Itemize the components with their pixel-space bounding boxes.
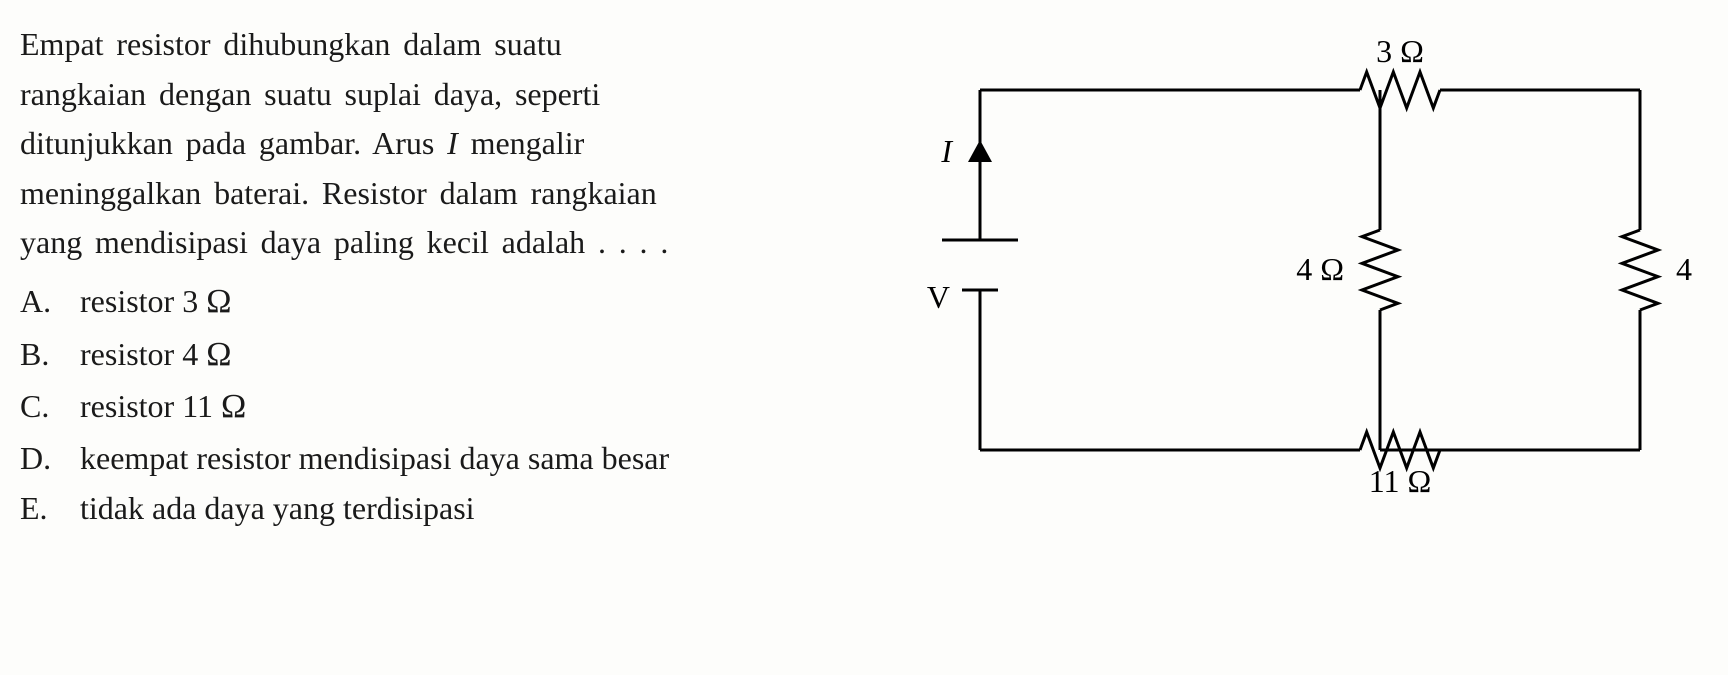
option-E-letter: E. [20,484,80,534]
option-E: E. tidak ada daya yang terdisipasi [20,484,890,534]
option-C: C. resistor 11 Ω [20,381,890,434]
option-C-text: resistor 11 Ω [80,381,246,434]
option-D: D. keempat resistor mendisipasi daya sam… [20,434,890,484]
option-D-letter: D. [20,434,80,484]
option-A-text: resistor 3 Ω [80,276,231,329]
options-list: A. resistor 3 Ω B. resistor 4 Ω C. resis… [20,276,890,533]
svg-text:4 Ω: 4 Ω [1676,251,1700,287]
circuit-diagram: 3 Ω 4 Ω 4 Ω 11 Ω 8 V I [920,20,1708,533]
svg-text:4 Ω: 4 Ω [1296,251,1344,287]
question-column: Empat resistor dihubungkan dalam suatu r… [20,20,920,533]
option-A: A. resistor 3 Ω [20,276,890,329]
q-line2: rangkaian dengan suatu suplai daya, sepe… [20,76,600,112]
circuit-svg: 3 Ω 4 Ω 4 Ω 11 Ω 8 V I [920,20,1700,520]
svg-text:I: I [940,133,953,169]
q-line1: Empat resistor dihubungkan dalam suatu [20,26,562,62]
option-B-text: resistor 4 Ω [80,329,231,382]
q-line3b: mengalir [458,125,585,161]
option-B: B. resistor 4 Ω [20,329,890,382]
question-text: Empat resistor dihubungkan dalam suatu r… [20,20,890,268]
option-A-letter: A. [20,277,80,327]
option-D-text: keempat resistor mendisipasi daya sama b… [80,434,669,484]
option-C-letter: C. [20,382,80,432]
q-line4: meninggalkan baterai. Resistor dalam ran… [20,175,657,211]
svg-text:11 Ω: 11 Ω [1369,463,1432,499]
svg-text:3 Ω: 3 Ω [1376,33,1424,69]
q-line5: yang mendisipasi daya paling kecil adala… [20,224,668,260]
option-B-letter: B. [20,330,80,380]
option-E-text: tidak ada daya yang terdisipasi [80,484,475,534]
svg-text:8 V: 8 V [920,279,950,315]
q-var-I: I [447,125,458,161]
q-line3a: ditunjukkan pada gambar. Arus [20,125,447,161]
